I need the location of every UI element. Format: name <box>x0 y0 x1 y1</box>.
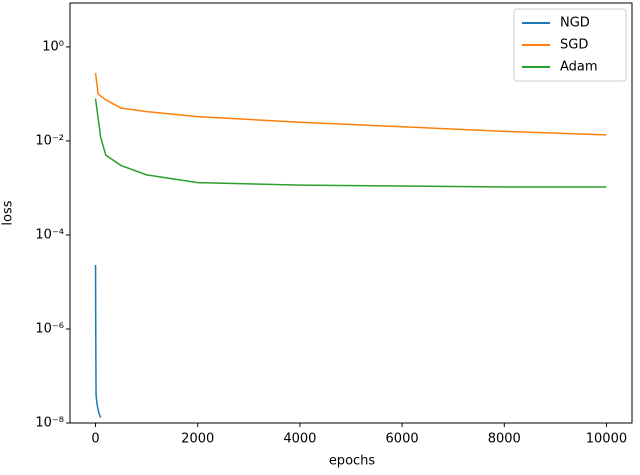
x-tick-label: 4000 <box>283 432 316 447</box>
legend-label: Adam <box>560 60 598 75</box>
x-axis-label: epochs <box>329 454 376 469</box>
y-tick-label: 10⁻⁶ <box>35 321 64 336</box>
y-tick-label: 10⁰ <box>42 39 64 54</box>
x-tick-label: 0 <box>91 432 99 447</box>
line <box>94 72 607 136</box>
x-tick-label: 2000 <box>181 432 214 447</box>
x-tick-label: 8000 <box>488 432 521 447</box>
legend-label: SGD <box>560 38 588 53</box>
x-tick-label: 6000 <box>386 432 419 447</box>
plot-frame <box>69 2 633 424</box>
line <box>94 264 102 418</box>
y-tick-label: 10⁻⁸ <box>35 416 64 431</box>
legend-box <box>513 8 627 82</box>
legend-label: NGD <box>560 16 590 31</box>
y-axis-label: loss <box>1 200 16 225</box>
y-tick-label: 10⁻² <box>35 133 64 148</box>
line <box>94 98 607 188</box>
y-tick-label: 10⁻⁴ <box>35 227 64 242</box>
x-tick-label: 10000 <box>586 432 627 447</box>
